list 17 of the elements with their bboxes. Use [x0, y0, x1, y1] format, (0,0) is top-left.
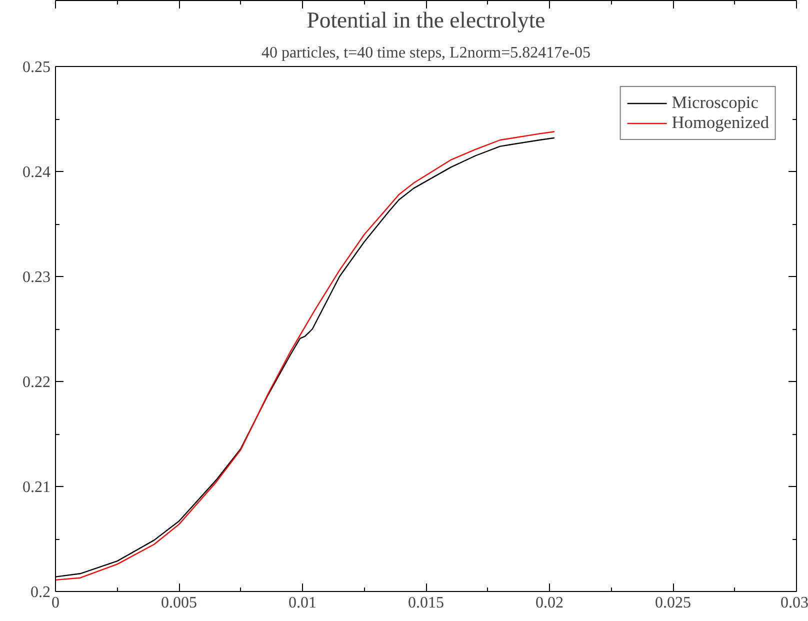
- y-tick-label: 0.24: [22, 164, 50, 181]
- legend-label: Homogenized: [672, 113, 769, 133]
- chart-subtitle: 40 particles, t=40 time steps, L2norm=5.82417e-05: [261, 44, 591, 62]
- legend-label: Microscopic: [672, 93, 758, 113]
- x-tick-label: 0: [52, 594, 60, 612]
- x-tick-label: 0.005: [161, 594, 197, 612]
- y-tick-label: 0.21: [22, 479, 50, 496]
- x-tick-label: 0.015: [408, 594, 444, 612]
- y-tick-label: 0.25: [22, 59, 50, 76]
- y-tick-label: 0.2: [30, 584, 50, 601]
- chart-title: Potential in the electrolyte: [306, 8, 546, 32]
- x-tick-label: 0.01: [288, 594, 316, 612]
- x-tick-label: 0.025: [655, 594, 691, 612]
- x-tick-label: 0.02: [536, 594, 564, 612]
- y-tick-label: 0.23: [22, 269, 50, 286]
- y-tick-label: 0.22: [22, 374, 50, 391]
- x-tick-label: 0.03: [780, 594, 808, 612]
